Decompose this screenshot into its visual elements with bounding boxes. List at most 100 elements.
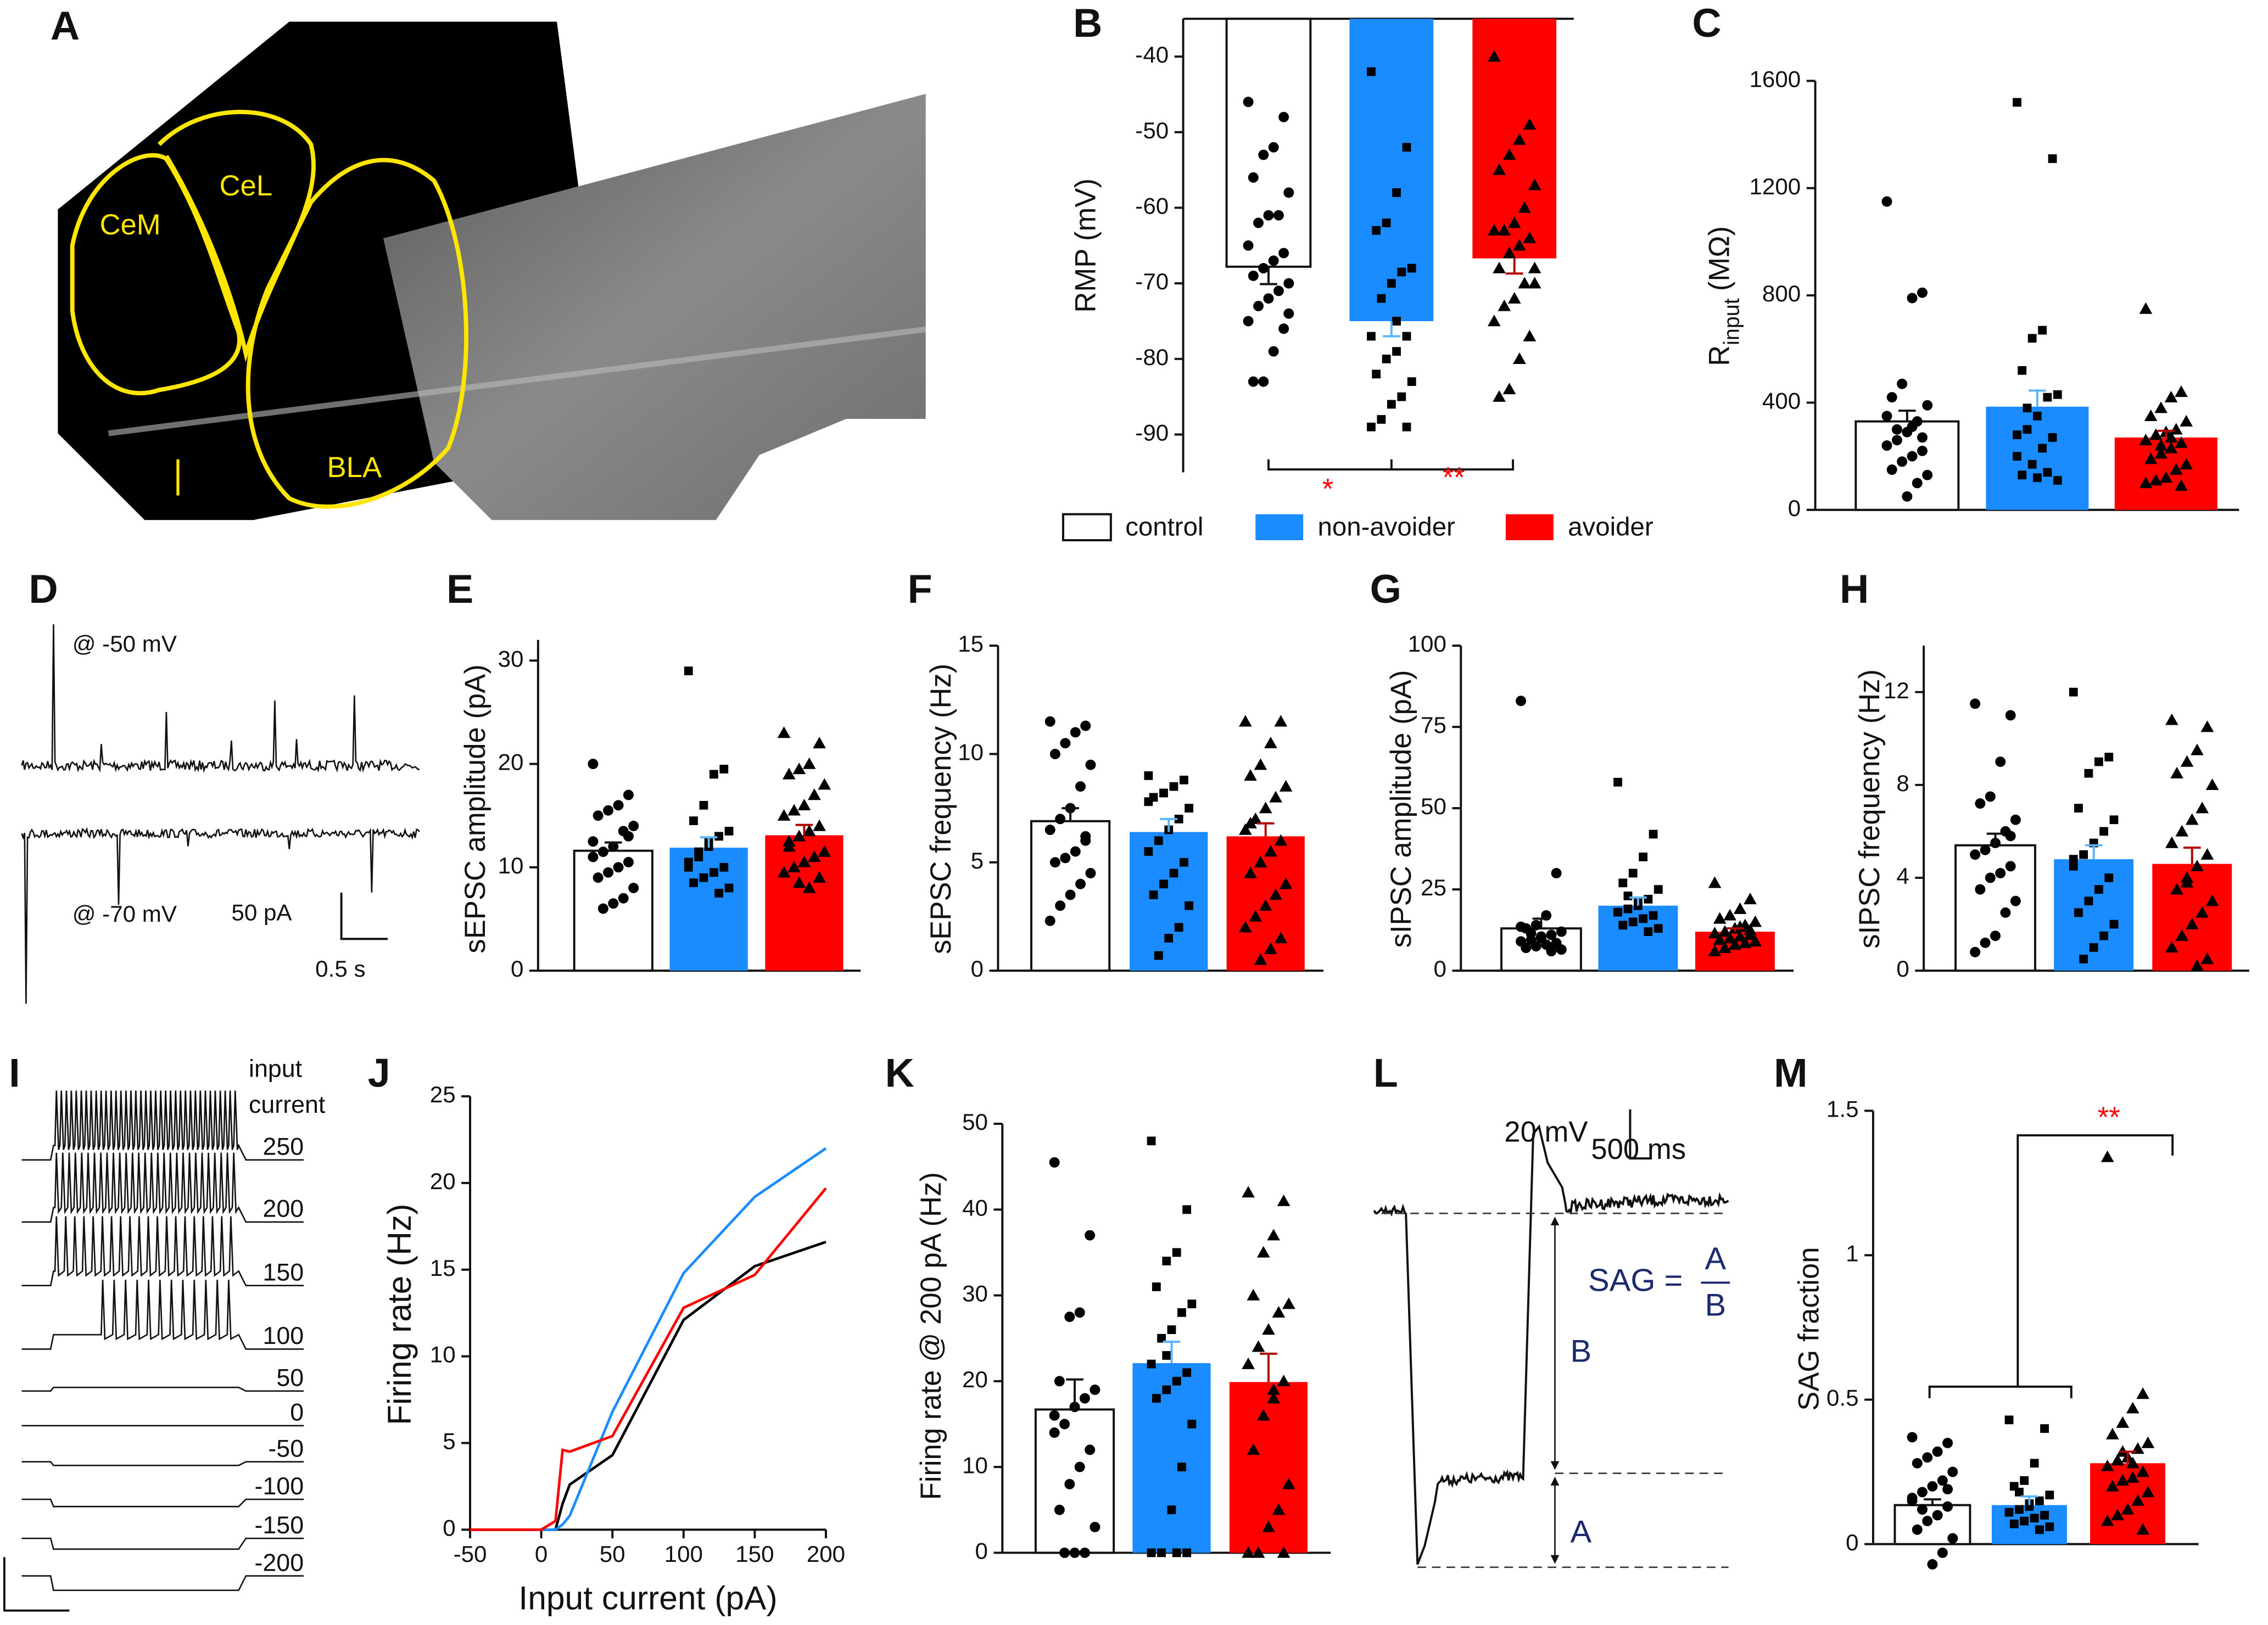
data-point	[1502, 246, 1516, 259]
data-point	[1159, 879, 1168, 889]
data-point	[2149, 428, 2163, 440]
data-point	[1487, 315, 1501, 327]
data-point	[1274, 932, 1288, 944]
x-tick-label: 0	[535, 1541, 548, 1567]
data-point	[1912, 1524, 1923, 1535]
current-trace	[21, 624, 420, 774]
data-point	[2136, 1523, 2150, 1535]
data-point	[2000, 907, 2011, 918]
data-point	[588, 851, 599, 862]
data-point	[2196, 802, 2209, 814]
error-bar	[2183, 847, 2201, 864]
data-point	[1523, 118, 1537, 130]
data-point	[1917, 432, 1928, 443]
data-point	[1942, 1484, 1953, 1495]
data-point	[1060, 853, 1071, 864]
scale-bar	[340, 893, 388, 940]
voltage-trace	[21, 1537, 304, 1550]
data-point	[2043, 468, 2052, 477]
data-point	[1980, 937, 1991, 948]
series-line	[470, 1147, 827, 1531]
data-point	[2126, 1456, 2139, 1469]
legend-swatch	[1255, 514, 1304, 541]
data-point	[787, 804, 801, 816]
data-point	[1044, 825, 1055, 836]
data-point	[1708, 876, 1722, 888]
data-point	[2109, 815, 2119, 825]
data-point	[1718, 941, 1731, 953]
label: current	[249, 1091, 326, 1118]
data-point	[1248, 172, 1259, 183]
data-point	[1049, 748, 1060, 759]
error-bar	[2029, 389, 2046, 407]
data-point	[2180, 755, 2194, 767]
error-bar	[1160, 817, 1178, 832]
data-point	[2094, 885, 2103, 894]
data-point	[2074, 908, 2083, 917]
data-point	[1152, 1282, 1161, 1291]
data-point	[1708, 944, 1722, 956]
data-point	[1493, 390, 1506, 402]
data-point	[1080, 831, 1091, 842]
data-point	[1248, 270, 1259, 281]
data-point	[802, 881, 816, 893]
error-bar	[795, 823, 813, 836]
data-point	[1179, 858, 1188, 867]
data-point	[2170, 766, 2183, 778]
data-point	[2015, 1505, 2024, 1514]
data-point	[1397, 392, 1406, 401]
data-point	[2038, 326, 2047, 335]
region-outline	[245, 158, 468, 509]
data-point	[2139, 433, 2153, 446]
data-point	[1259, 802, 1272, 814]
data-point	[1907, 1432, 1918, 1443]
data-point	[1267, 1392, 1281, 1404]
data-point	[1162, 1385, 1171, 1394]
data-point	[802, 757, 816, 769]
data-point	[2084, 896, 2093, 906]
data-point	[1487, 223, 1501, 236]
data-point	[2165, 940, 2178, 953]
data-point	[1518, 277, 1532, 289]
data-point	[2109, 920, 2119, 929]
voltage-trace	[21, 1575, 304, 1592]
y-tick-label: 50	[962, 1109, 988, 1135]
data-point	[1907, 451, 1918, 462]
x-tick-label: 200	[807, 1541, 845, 1567]
data-point	[1167, 1325, 1176, 1334]
error-bar	[1062, 807, 1079, 821]
data-point	[1507, 292, 1521, 304]
data-point	[1085, 868, 1096, 878]
data-point	[2141, 1486, 2155, 1498]
data-point	[1074, 1307, 1085, 1318]
data-point	[1277, 1194, 1291, 1206]
data-point	[628, 883, 639, 893]
data-point	[2079, 850, 2088, 859]
data-point	[1152, 1394, 1161, 1403]
data-point	[709, 770, 718, 779]
panel-letter: C	[1692, 0, 1721, 46]
data-point	[1263, 293, 1274, 304]
data-point	[597, 903, 608, 914]
data-point	[1980, 844, 1991, 855]
data-point	[782, 767, 796, 780]
data-point	[2136, 1387, 2150, 1399]
data-point	[777, 809, 791, 821]
region-outline	[70, 153, 242, 395]
data-point	[1937, 1475, 1948, 1486]
y-axis-label: sIPSC frequency (Hz)	[1853, 669, 1886, 949]
scale-bar	[3, 1557, 70, 1612]
error-bar	[1163, 1341, 1181, 1364]
y-tick-label: 4	[1896, 863, 1909, 889]
data-point	[1254, 953, 1267, 965]
data-point	[684, 862, 693, 872]
y-tick-label: -80	[1135, 344, 1169, 370]
data-point	[1278, 323, 1289, 334]
data-point	[1639, 914, 1648, 923]
error-bar	[2085, 844, 2103, 860]
data-point	[1402, 332, 1411, 341]
error-bar	[2020, 1495, 2038, 1505]
data-point	[1644, 894, 1653, 904]
y-tick-label: 5	[971, 848, 984, 873]
